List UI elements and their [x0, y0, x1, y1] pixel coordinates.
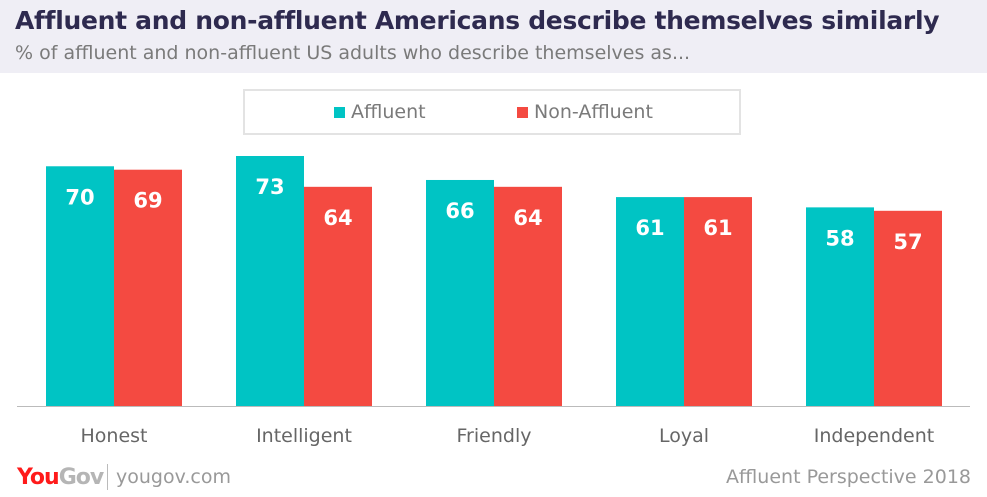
bar-friendly-non-affluent	[494, 186, 562, 406]
bar-loyal-affluent	[616, 197, 684, 406]
legend: Affluent Non-Affluent	[243, 89, 741, 135]
bar-intelligent-non-affluent	[304, 186, 372, 406]
bar-friendly-affluent	[426, 179, 494, 406]
divider	[107, 464, 108, 490]
x-tick-label: Loyal	[659, 425, 709, 447]
data-label: 64	[323, 206, 352, 230]
data-label: 66	[445, 199, 474, 223]
data-label: 69	[133, 189, 162, 213]
x-tick-label: Independent	[814, 425, 934, 447]
data-label: 70	[65, 185, 94, 209]
data-label: 61	[635, 216, 664, 240]
legend-label: Affluent	[351, 101, 426, 123]
bar-intelligent-affluent	[236, 156, 304, 406]
source-note: Affluent Perspective 2018	[725, 466, 971, 488]
data-label: 64	[513, 206, 542, 230]
legend-label: Non-Affluent	[534, 101, 653, 123]
data-label: 61	[703, 216, 732, 240]
legend-swatch-affluent	[334, 106, 345, 118]
yougov-logo: YouGov	[17, 465, 104, 490]
legend-item-non-affluent: Non-Affluent	[517, 101, 653, 123]
chart-subtitle: % of affluent and non-affluent US adults…	[15, 42, 691, 64]
bar-loyal-non-affluent	[684, 197, 752, 406]
data-label: 57	[893, 230, 922, 254]
bar-independent-non-affluent	[874, 210, 942, 406]
site-link[interactable]: yougov.com	[116, 466, 231, 488]
x-tick-label: Honest	[81, 425, 148, 447]
chart-title: Affluent and non-affluent Americans desc…	[15, 6, 940, 35]
legend-item-affluent: Affluent	[334, 101, 426, 123]
bar-honest-non-affluent	[114, 169, 182, 406]
data-label: 73	[255, 175, 284, 199]
x-tick-label: Friendly	[457, 425, 532, 447]
legend-swatch-non-affluent	[517, 106, 528, 118]
x-tick-label: Intelligent	[256, 425, 352, 447]
bar-honest-affluent	[46, 166, 114, 406]
bar-independent-affluent	[806, 207, 874, 406]
header-band: Affluent and non-affluent Americans desc…	[0, 0, 987, 73]
data-label: 58	[825, 226, 854, 250]
